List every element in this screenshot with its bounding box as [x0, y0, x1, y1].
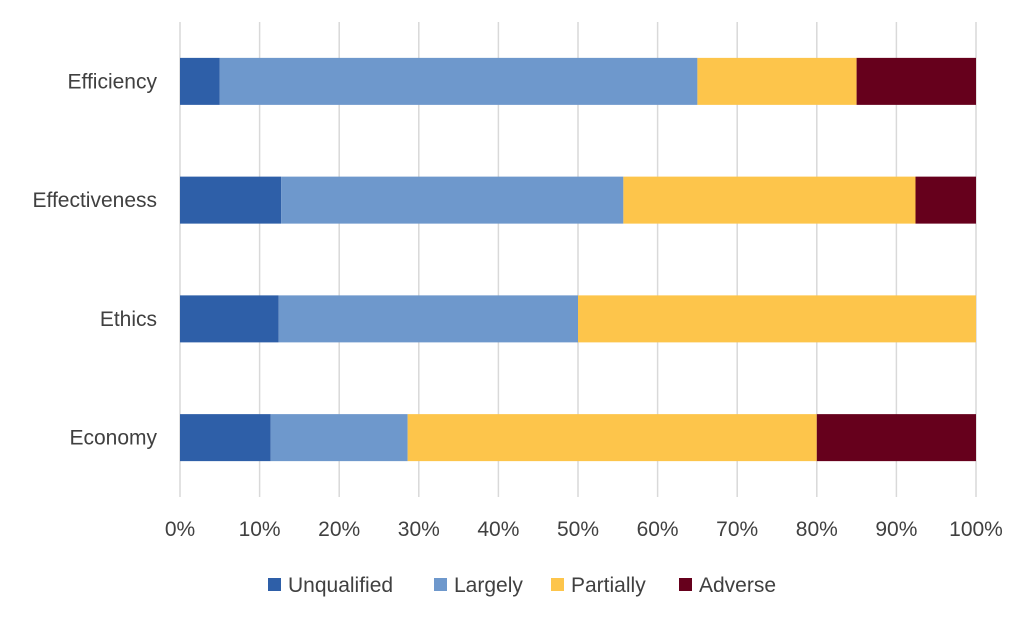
- bar-segment: [180, 57, 220, 105]
- legend-label: Unqualified: [288, 574, 393, 597]
- x-tick-labels: 0% 10% 20% 30% 40% 50% 60% 70% 80% 90% 100%: [165, 518, 1003, 541]
- category-label: Efficiency: [68, 70, 158, 93]
- x-tick-label: 30%: [398, 518, 440, 541]
- legend-label: Largely: [454, 574, 523, 597]
- legend-label: Partially: [571, 574, 646, 597]
- x-tick-label: 100%: [949, 518, 1003, 541]
- bar-segment: [180, 414, 271, 462]
- legend-swatch: [268, 578, 281, 591]
- bar-segment: [856, 57, 976, 105]
- legend-label: Adverse: [699, 574, 776, 597]
- x-tick-label: 50%: [557, 518, 599, 541]
- x-tick-label: 90%: [875, 518, 917, 541]
- bar-segment: [915, 176, 976, 224]
- bar-segment: [180, 176, 282, 224]
- bar-segment: [281, 176, 624, 224]
- bar-segment: [816, 414, 976, 462]
- x-tick-label: 70%: [716, 518, 758, 541]
- x-tick-label: 20%: [318, 518, 360, 541]
- legend-swatch: [434, 578, 447, 591]
- legend-swatch: [679, 578, 692, 591]
- bar-segment: [270, 414, 408, 462]
- bar-segment: [623, 176, 916, 224]
- bar-segment: [180, 295, 279, 343]
- bar-segment: [578, 295, 976, 343]
- category-label: Ethics: [100, 308, 157, 331]
- category-labels: Efficiency Effectiveness Ethics Economy: [32, 70, 157, 449]
- category-label: Economy: [69, 427, 157, 450]
- legend: Unqualified Largely Partially Adverse: [268, 574, 776, 597]
- bar-segment: [278, 295, 578, 343]
- bar-segment: [407, 414, 817, 462]
- x-tick-label: 10%: [239, 518, 281, 541]
- category-label: Effectiveness: [32, 189, 157, 212]
- bar-segment: [697, 57, 857, 105]
- x-tick-label: 80%: [796, 518, 838, 541]
- x-tick-label: 40%: [477, 518, 519, 541]
- bars: [180, 57, 976, 462]
- legend-swatch: [551, 578, 564, 591]
- x-tick-label: 60%: [637, 518, 679, 541]
- bar-segment: [219, 57, 698, 105]
- x-tick-label: 0%: [165, 518, 195, 541]
